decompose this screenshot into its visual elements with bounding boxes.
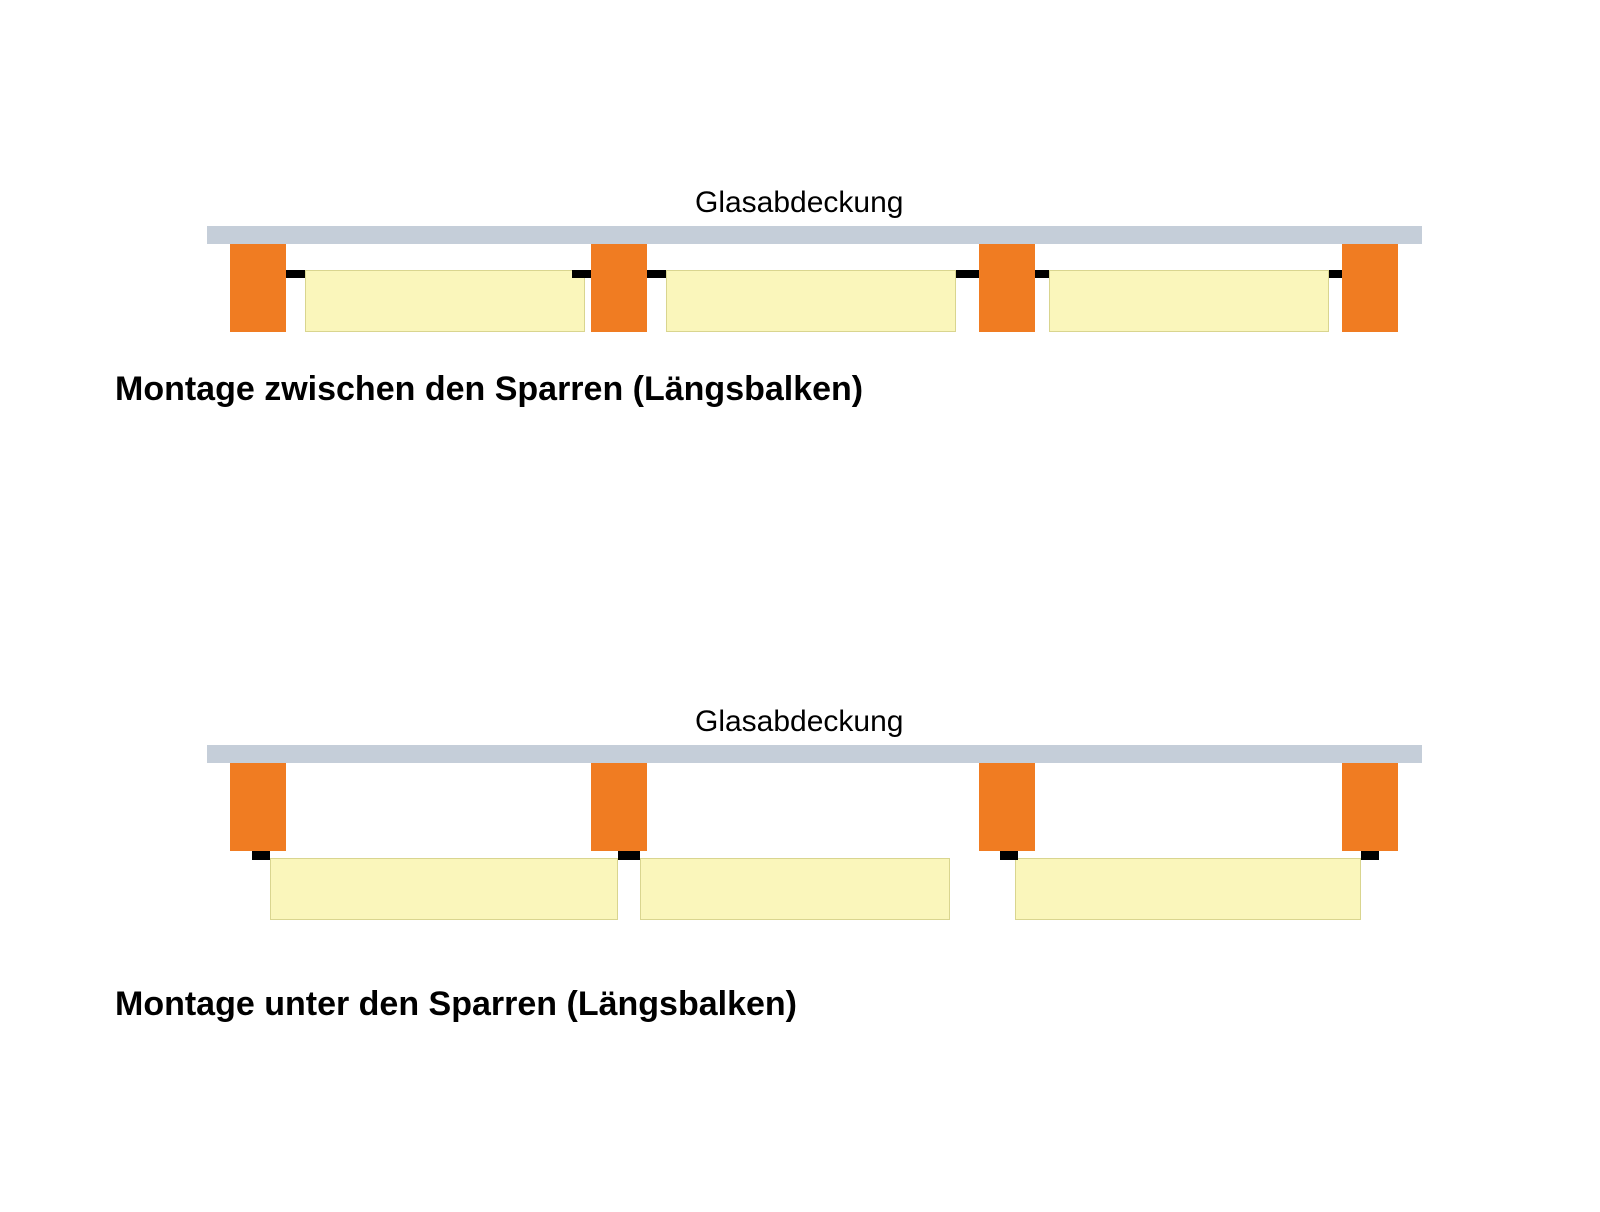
panel-0 bbox=[270, 858, 618, 920]
rafter-1 bbox=[591, 244, 647, 332]
panel-1 bbox=[640, 858, 950, 920]
bracket-0 bbox=[286, 270, 305, 278]
rafter-2 bbox=[979, 763, 1035, 851]
diagram2-caption: Montage unter den Sparren (Längsbalken) bbox=[115, 985, 797, 1024]
panel-2 bbox=[1015, 858, 1361, 920]
panel-1 bbox=[666, 270, 956, 332]
bracket-4 bbox=[1035, 270, 1049, 278]
rafter-3 bbox=[1342, 763, 1398, 851]
rafter-0 bbox=[230, 244, 286, 332]
rafter-2 bbox=[979, 244, 1035, 332]
bracket-1 bbox=[618, 851, 640, 860]
bracket-3 bbox=[1361, 851, 1379, 860]
bracket-0 bbox=[252, 851, 270, 860]
panel-2 bbox=[1049, 270, 1329, 332]
rafter-1 bbox=[591, 763, 647, 851]
diagram1-caption: Montage zwischen den Sparren (Längsbalke… bbox=[115, 370, 863, 409]
bracket-3 bbox=[956, 270, 979, 278]
diagram2-glass bbox=[207, 745, 1422, 763]
diagram1-glass bbox=[207, 226, 1422, 244]
diagram2-top-label: Glasabdeckung bbox=[695, 705, 903, 739]
panel-0 bbox=[305, 270, 585, 332]
diagram-stage: Glasabdeckung Montage zwischen den Sparr… bbox=[0, 0, 1600, 1212]
bracket-1 bbox=[572, 270, 591, 278]
bracket-2 bbox=[1000, 851, 1018, 860]
diagram1-top-label: Glasabdeckung bbox=[695, 186, 903, 220]
rafter-3 bbox=[1342, 244, 1398, 332]
bracket-5 bbox=[1329, 270, 1342, 278]
rafter-0 bbox=[230, 763, 286, 851]
bracket-2 bbox=[647, 270, 666, 278]
